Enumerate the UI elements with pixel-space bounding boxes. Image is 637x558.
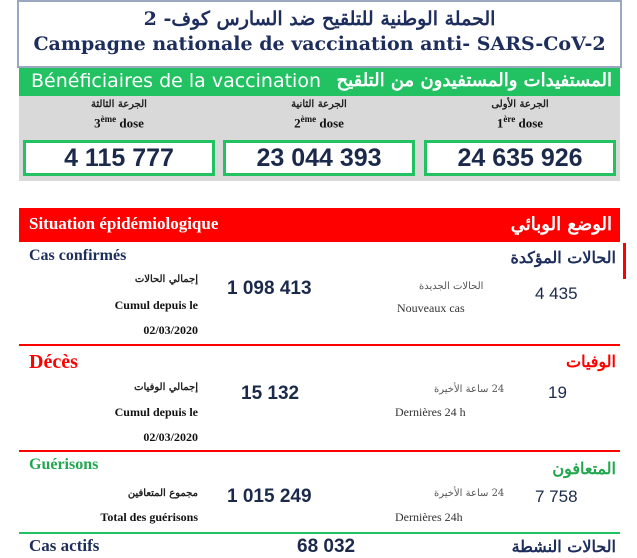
dose-label-ar: الجرعة الثانية <box>291 99 347 110</box>
confirmed-new-label-fr: Nouveaux cas <box>397 301 465 315</box>
confirmed-cases-section: Cas confirmés الحالات المؤكدة إجمالي الح… <box>19 242 620 346</box>
epidemiology-header-bar: Situation épidémiologique الوضع الوبائي <box>19 208 620 242</box>
confirmed-new-value: 4 435 <box>535 284 578 303</box>
active-title-ar: الحالات النشطة <box>511 537 616 556</box>
active-cases-section: Cas actifs 68 032 الحالات النشطة <box>19 535 620 558</box>
confirmed-cum-label-ar: إجمالي الحالات <box>134 274 198 285</box>
confirmed-cum-date: 02/03/2020 <box>143 323 198 337</box>
deaths-new-value: 19 <box>548 383 567 402</box>
deaths-total: 15 132 <box>241 383 300 404</box>
deaths-new-label-ar: 24 ساعة الأخيرة <box>434 384 505 395</box>
dose-value: 23 044 393 <box>223 140 415 176</box>
deaths-new-label-fr: Dernières 24 h <box>395 405 466 419</box>
dose-third: الجرعة الثالثة 3ème dose 4 115 777 <box>19 96 219 181</box>
recoveries-section: Guérisons المتعافون مجموع المتعافين Tota… <box>19 454 620 534</box>
dose-value: 4 115 777 <box>23 140 215 176</box>
deaths-cum-date: 02/03/2020 <box>143 430 198 444</box>
recoveries-new-label-ar: 24 ساعة الأخيرة <box>434 488 505 499</box>
active-total: 68 032 <box>297 536 356 557</box>
campaign-header: الحملة الوطنية للتلقيح ضد السارس كوف- 2 … <box>17 0 622 68</box>
confirmed-cum-label-fr: Cumul depuis le <box>114 298 198 312</box>
dose-second: الجرعة الثانية 2ème dose 23 044 393 <box>219 96 419 181</box>
epidemiology-label-fr: Situation épidémiologique <box>29 214 219 233</box>
deaths-title-ar: الوفيات <box>566 352 616 371</box>
deaths-cum-label-fr: Cumul depuis le <box>114 405 198 419</box>
recoveries-title-fr: Guérisons <box>29 456 99 473</box>
recoveries-new-value: 7 758 <box>535 487 578 506</box>
vaccination-label-fr: Bénéficiaires de la vaccination <box>31 70 321 92</box>
dose-label-ar: الجرعة الأولى <box>491 99 549 110</box>
deaths-section: Décès الوفيات إجمالي الوفيات Cumul depui… <box>19 348 620 452</box>
recoveries-cum-label-fr: Total des guérisons <box>100 510 198 524</box>
deaths-cum-label-ar: إجمالي الوفيات <box>134 382 198 393</box>
campaign-title-ar: الحملة الوطنية للتلقيح ضد السارس كوف- 2 <box>143 8 496 30</box>
divider <box>623 243 626 279</box>
recoveries-title-ar: المتعافون <box>552 459 616 478</box>
dose-first: الجرعة الأولى 1ère dose 24 635 926 <box>420 96 620 181</box>
recoveries-total: 1 015 249 <box>227 486 312 507</box>
dose-label-fr: 3ème dose <box>94 114 144 131</box>
confirmed-title-fr: Cas confirmés <box>29 247 127 264</box>
dose-value: 24 635 926 <box>424 140 616 176</box>
dose-label-ar: الجرعة الثالثة <box>91 99 147 110</box>
deaths-title-fr: Décès <box>29 351 78 373</box>
active-title-fr: Cas actifs <box>29 536 100 555</box>
vaccination-header-bar: Bénéficiaires de la vaccination المستفيد… <box>19 68 620 96</box>
campaign-title-fr: Campagne nationale de vaccination anti- … <box>33 33 606 55</box>
dose-label-fr: 2ème dose <box>294 114 344 131</box>
recoveries-new-label-fr: Dernières 24h <box>395 510 463 524</box>
epidemiology-label-ar: الوضع الوبائي <box>510 214 612 235</box>
recoveries-cum-label-ar: مجموع المتعافين <box>127 488 198 499</box>
dose-label-fr: 1ère dose <box>496 114 544 131</box>
vaccination-label-ar: المستفيدات والمستفيدون من التلقيح <box>336 70 612 91</box>
confirmed-total: 1 098 413 <box>227 278 312 299</box>
confirmed-title-ar: الحالات المؤكدة <box>510 248 616 267</box>
confirmed-new-label-ar: الحالات الجديدة <box>419 281 484 292</box>
vaccination-doses-panel: الجرعة الثالثة 3ème dose 4 115 777 الجرع… <box>19 96 620 181</box>
